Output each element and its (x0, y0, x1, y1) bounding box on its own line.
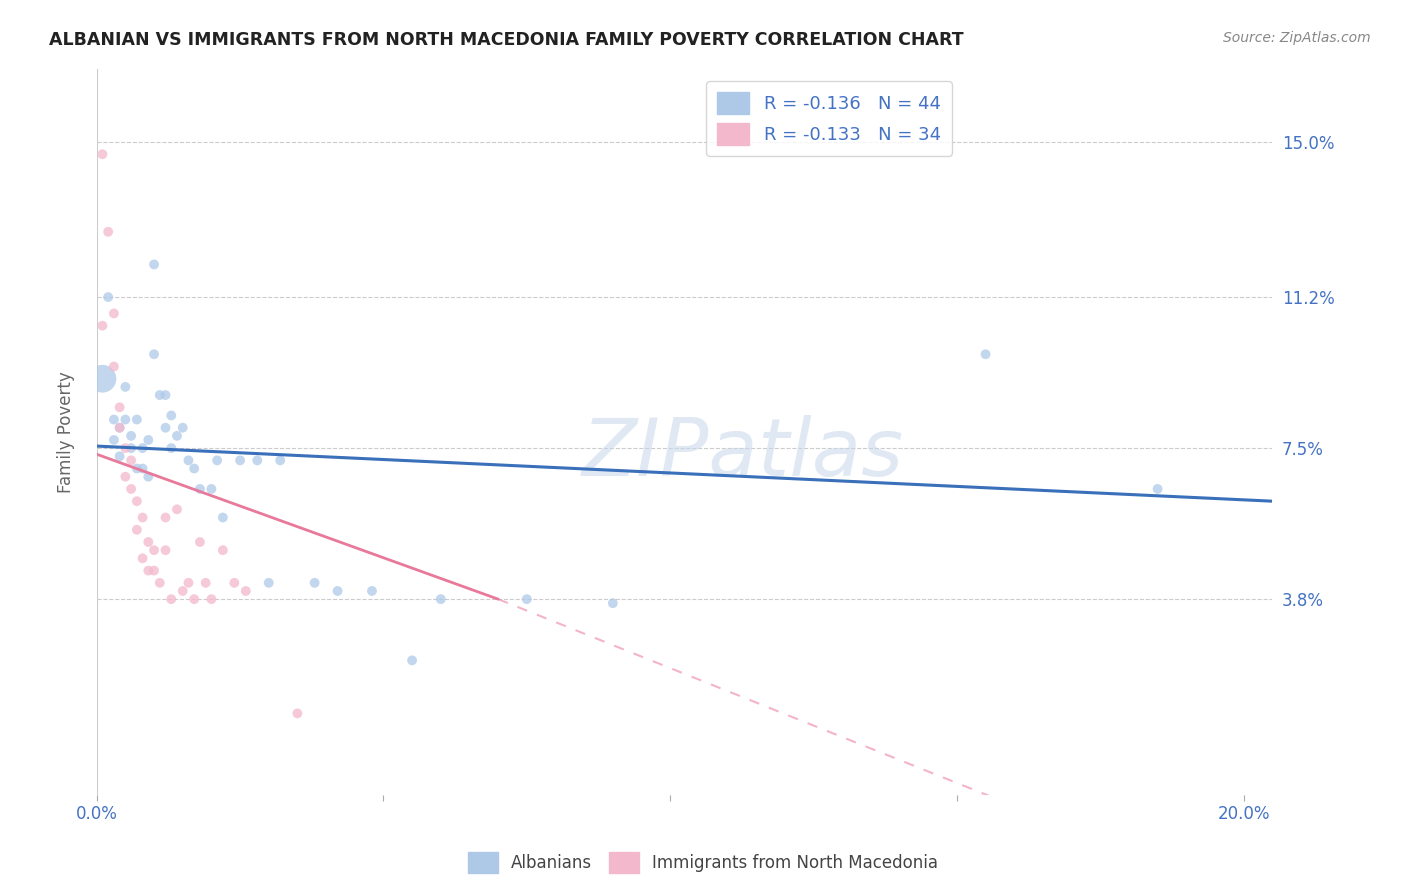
Point (200, 592, 222, 607)
Point (149, 388, 172, 402)
Text: Source: ZipAtlas.com: Source: ZipAtlas.com (1223, 31, 1371, 45)
Point (136, 564, 159, 578)
Point (97, 290, 120, 304)
Point (143, 543, 166, 558)
Point (136, 535, 159, 549)
Point (136, 433, 159, 447)
Point (108, 401, 131, 415)
Point (143, 257, 166, 271)
Point (91, 147, 114, 161)
Point (177, 575, 200, 590)
Point (269, 453, 291, 467)
Point (160, 592, 183, 607)
Point (304, 575, 326, 590)
Point (287, 706, 309, 721)
Point (200, 482, 222, 496)
Point (103, 412, 125, 426)
Point (160, 409, 183, 423)
Point (108, 450, 131, 464)
Point (361, 584, 384, 599)
Point (183, 592, 205, 607)
Point (155, 420, 177, 434)
Point (131, 461, 153, 475)
Point (235, 584, 257, 599)
Point (131, 441, 153, 455)
Point (136, 469, 159, 483)
Point (224, 575, 246, 590)
Point (172, 420, 194, 434)
Point (246, 453, 269, 467)
Point (212, 510, 235, 524)
Point (125, 412, 148, 426)
Point (212, 543, 235, 558)
Point (401, 653, 423, 667)
Point (114, 469, 136, 483)
Point (125, 461, 148, 475)
Point (166, 429, 188, 443)
Point (114, 380, 136, 394)
Point (326, 584, 349, 599)
Point (125, 523, 148, 537)
Point (91, 318, 114, 333)
Point (120, 429, 142, 443)
Point (155, 510, 177, 524)
Point (155, 388, 177, 402)
Point (516, 592, 538, 607)
Point (114, 412, 136, 426)
Y-axis label: Family Poverty: Family Poverty (58, 371, 75, 492)
Point (205, 453, 228, 467)
Point (120, 441, 142, 455)
Point (188, 535, 211, 549)
Text: ZIPatlas: ZIPatlas (582, 415, 904, 492)
Point (97, 225, 120, 239)
Point (155, 543, 177, 558)
Point (103, 306, 125, 320)
Point (120, 453, 142, 467)
Point (143, 564, 166, 578)
Point (1146, 482, 1168, 496)
Point (429, 592, 451, 607)
Point (108, 420, 131, 434)
Point (91, 372, 114, 386)
Point (166, 502, 188, 516)
Point (103, 359, 125, 374)
Point (131, 551, 153, 566)
Point (108, 420, 131, 434)
Legend: R = -0.136   N = 44, R = -0.133   N = 34: R = -0.136 N = 44, R = -0.133 N = 34 (706, 81, 952, 156)
Point (114, 441, 136, 455)
Point (125, 494, 148, 508)
Point (229, 453, 252, 467)
Legend: Albanians, Immigrants from North Macedonia: Albanians, Immigrants from North Macedon… (461, 846, 945, 880)
Point (602, 596, 624, 610)
Point (143, 347, 166, 361)
Point (183, 461, 205, 475)
Point (194, 575, 217, 590)
Point (120, 482, 142, 496)
Point (188, 482, 211, 496)
Point (103, 433, 125, 447)
Point (172, 584, 194, 599)
Point (974, 347, 997, 361)
Point (177, 453, 200, 467)
Text: ALBANIAN VS IMMIGRANTS FROM NORTH MACEDONIA FAMILY POVERTY CORRELATION CHART: ALBANIAN VS IMMIGRANTS FROM NORTH MACEDO… (49, 31, 965, 49)
Point (257, 575, 280, 590)
Point (131, 510, 153, 524)
Point (149, 575, 172, 590)
Point (160, 441, 183, 455)
